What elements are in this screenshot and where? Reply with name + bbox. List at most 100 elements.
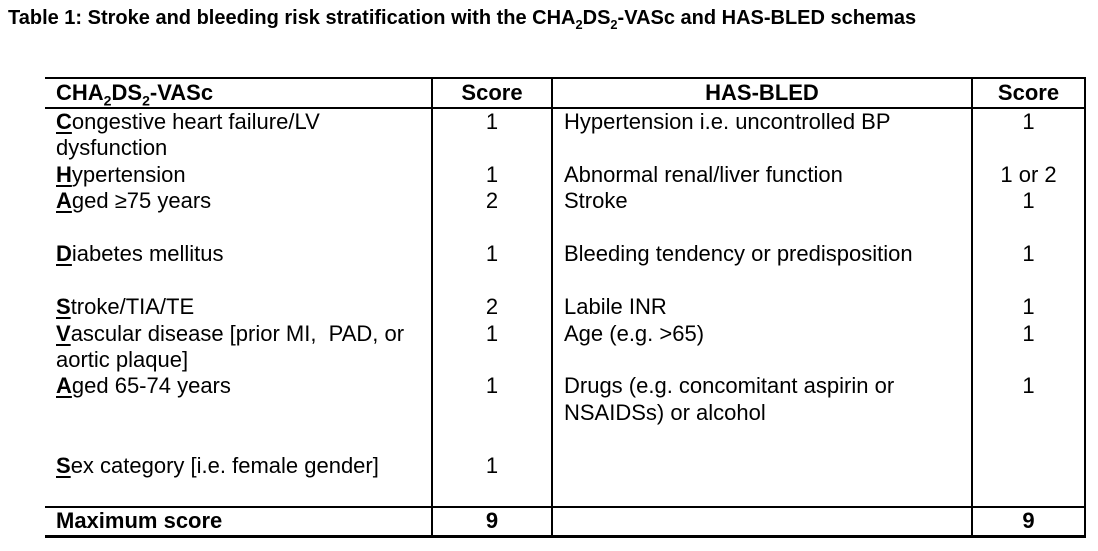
mnemonic-letter: S	[56, 294, 71, 320]
mnemonic-letter: V	[56, 320, 71, 346]
criterion-hasbled	[553, 426, 973, 453]
criterion-hasbled: Labile INR	[553, 294, 973, 321]
criterion-hasbled: Hypertension i.e. uncontrolled BP	[553, 109, 973, 136]
score-cha2ds2vasc: 1	[433, 241, 553, 268]
maximum-score-label: Maximum score	[45, 507, 433, 535]
criterion-cha2ds2vasc: aortic plaque]	[45, 346, 433, 374]
maximum-score-empty-cell	[553, 507, 973, 535]
score-cha2ds2vasc: 1	[433, 373, 553, 400]
mnemonic-letter: A	[56, 373, 72, 399]
table-row	[45, 479, 1086, 506]
score-cha2ds2vasc: 1	[433, 452, 553, 480]
score-cha2ds2vasc	[433, 135, 553, 162]
caption-text: -VASc and HAS-BLED schemas	[617, 7, 917, 29]
score-cha2ds2vasc: 1	[433, 161, 553, 189]
criterion-cha2ds2vasc	[45, 214, 433, 242]
score-cha2ds2vasc	[433, 214, 553, 242]
score-hasbled	[973, 399, 1086, 427]
criterion-cha2ds2vasc: Hypertension	[45, 161, 433, 189]
header-text: CHA	[56, 80, 104, 105]
mnemonic-letter: S	[56, 452, 71, 478]
score-cha2ds2vasc	[433, 479, 553, 506]
header-subscript: 2	[103, 92, 112, 107]
score-cha2ds2vasc	[433, 267, 553, 295]
table-row: Aged 65-74 years 1 Drugs (e.g. concomitant…	[45, 373, 1086, 400]
criterion-hasbled: Age (e.g. >65)	[553, 320, 973, 347]
criterion-hasbled: Abnormal renal/liver function	[553, 161, 973, 189]
table-body: Congestive heart failure/LV 1 Hypertension…	[45, 109, 1086, 506]
score-hasbled	[973, 479, 1086, 506]
header-text: DS	[111, 80, 143, 105]
criterion-hasbled	[553, 479, 973, 506]
header-cha2ds2vasc: CHA2DS2-VASc	[45, 79, 433, 107]
table-row: NSAIDSs) or alcohol	[45, 399, 1086, 427]
criterion-hasbled	[553, 267, 973, 295]
score-cha2ds2vasc	[433, 399, 553, 427]
criterion-cha2ds2vasc: dysfunction	[45, 135, 433, 162]
table-row: aortic plaque]	[45, 346, 1086, 374]
criterion-cha2ds2vasc: Vascular disease [prior MI, PAD, or	[45, 320, 433, 347]
score-cha2ds2vasc: 1	[433, 109, 553, 136]
caption-subscript: 2	[575, 17, 583, 32]
score-cha2ds2vasc	[433, 346, 553, 374]
criterion-cha2ds2vasc	[45, 426, 433, 453]
score-cha2ds2vasc: 1	[433, 320, 553, 347]
score-hasbled	[973, 214, 1086, 242]
criterion-hasbled: NSAIDSs) or alcohol	[553, 399, 973, 427]
score-hasbled	[973, 135, 1086, 162]
criterion-cha2ds2vasc: Sex category [i.e. female gender]	[45, 452, 433, 480]
criterion-cha2ds2vasc	[45, 479, 433, 506]
score-hasbled: 1	[973, 241, 1086, 268]
score-hasbled: 1	[973, 109, 1086, 136]
criterion-hasbled: Bleeding tendency or predisposition	[553, 241, 973, 268]
criterion-cha2ds2vasc	[45, 267, 433, 295]
criterion-cha2ds2vasc: Aged 65-74 years	[45, 373, 433, 400]
score-hasbled	[973, 346, 1086, 374]
table-row	[45, 267, 1086, 295]
table-row: Congestive heart failure/LV 1 Hypertension…	[45, 109, 1086, 136]
score-hasbled: 1	[973, 188, 1086, 215]
criterion-cha2ds2vasc: Aged ≥75 years	[45, 188, 433, 215]
criterion-hasbled: Stroke	[553, 188, 973, 215]
header-has-bled: HAS-BLED	[553, 79, 973, 107]
table-row	[45, 426, 1086, 453]
table-row: Hypertension 1 Abnormal renal/liver functi…	[45, 161, 1086, 189]
criterion-hasbled	[553, 346, 973, 374]
mnemonic-letter: A	[56, 188, 72, 214]
table-row: Aged ≥75 years 2 Stroke 1	[45, 188, 1086, 215]
score-hasbled: 1	[973, 320, 1086, 347]
criterion-hasbled	[553, 135, 973, 162]
criterion-cha2ds2vasc: Stroke/TIA/TE	[45, 294, 433, 321]
table-row	[45, 214, 1086, 242]
table-row: dysfunction	[45, 135, 1086, 162]
caption-text: Table 1: Stroke and bleeding risk strati…	[8, 7, 576, 29]
criterion-hasbled: Drugs (e.g. concomitant aspirin or	[553, 373, 973, 400]
score-hasbled	[973, 267, 1086, 295]
score-hasbled: 1 or 2	[973, 161, 1086, 189]
criterion-cha2ds2vasc	[45, 399, 433, 427]
mnemonic-letter: H	[56, 161, 72, 187]
header-text: -VASc	[149, 80, 214, 105]
table-row: Stroke/TIA/TE 2 Labile INR 1	[45, 294, 1086, 321]
caption-text: DS	[582, 7, 611, 29]
score-cha2ds2vasc	[433, 426, 553, 453]
risk-stratification-table: CHA2DS2-VASc Score HAS-BLED Score Conges…	[45, 77, 1086, 538]
mnemonic-letter: D	[56, 241, 72, 267]
score-hasbled	[973, 426, 1086, 453]
maximum-score-row: Maximum score 9 9	[45, 505, 1086, 535]
criterion-hasbled	[553, 452, 973, 480]
header-subscript: 2	[142, 92, 150, 107]
header-score-right: Score	[973, 79, 1086, 107]
score-hasbled: 1	[973, 373, 1086, 400]
score-hasbled	[973, 452, 1086, 480]
table-header-row: CHA2DS2-VASc Score HAS-BLED Score	[45, 79, 1086, 109]
table-row: Sex category [i.e. female gender] 1	[45, 452, 1086, 480]
maximum-score-hasbled: 9	[973, 507, 1086, 535]
score-hasbled: 1	[973, 294, 1086, 321]
criterion-cha2ds2vasc: Congestive heart failure/LV	[45, 109, 433, 136]
criterion-hasbled	[553, 214, 973, 242]
mnemonic-letter: C	[56, 109, 72, 134]
table-row: Vascular disease [prior MI, PAD, or 1 Age …	[45, 320, 1086, 347]
score-cha2ds2vasc: 2	[433, 294, 553, 321]
header-score-left: Score	[433, 79, 553, 107]
